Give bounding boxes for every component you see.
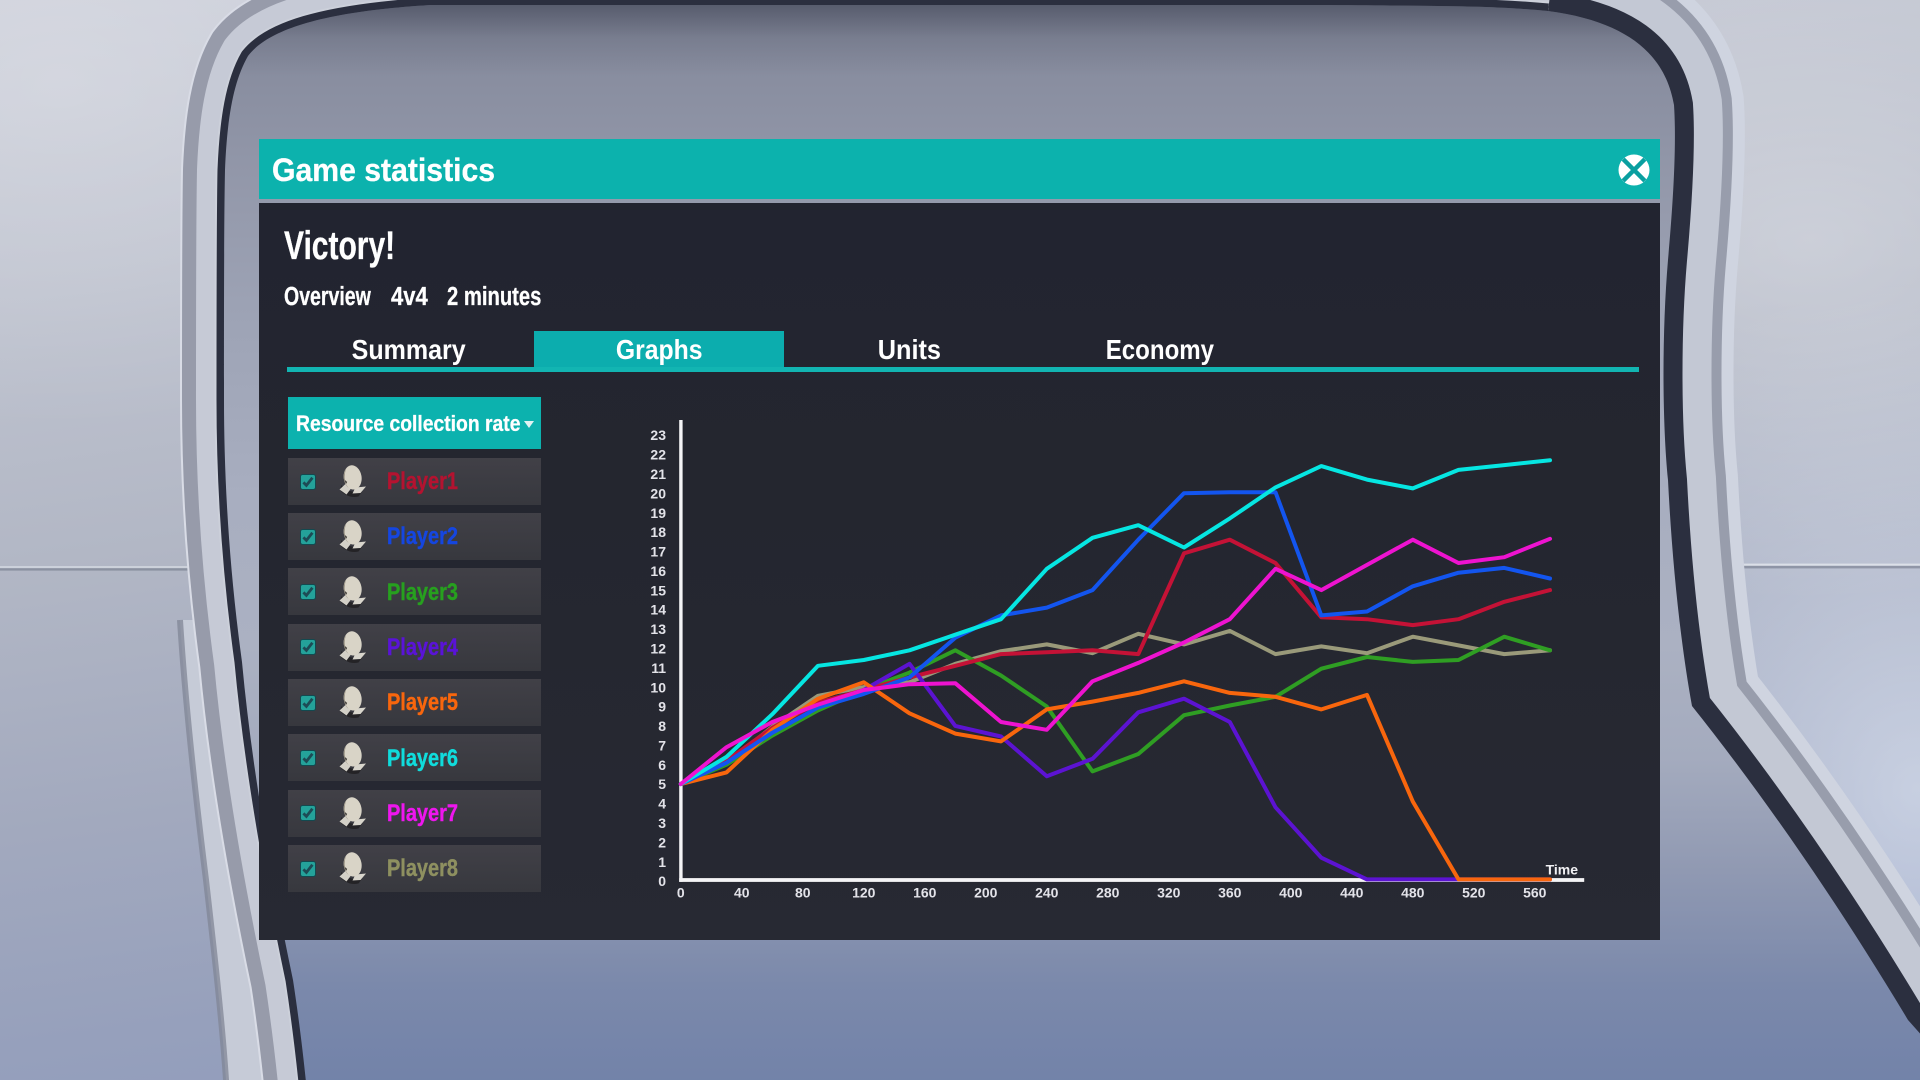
svg-text:17: 17 (650, 544, 666, 560)
svg-text:9: 9 (658, 699, 666, 715)
svg-text:15: 15 (650, 582, 666, 598)
svg-text:320: 320 (1157, 885, 1181, 901)
svg-text:21: 21 (650, 466, 666, 482)
svg-text:13: 13 (650, 621, 666, 637)
svg-text:2: 2 (658, 834, 666, 850)
svg-text:18: 18 (650, 524, 666, 540)
svg-text:0: 0 (677, 885, 685, 901)
svg-text:14: 14 (650, 602, 666, 618)
svg-text:8: 8 (658, 718, 666, 734)
svg-text:19: 19 (650, 505, 666, 521)
svg-text:11: 11 (651, 660, 666, 676)
svg-text:360: 360 (1218, 885, 1242, 901)
svg-text:160: 160 (913, 885, 937, 901)
svg-text:400: 400 (1279, 885, 1303, 901)
svg-text:40: 40 (734, 885, 750, 901)
svg-text:22: 22 (650, 447, 666, 463)
svg-text:280: 280 (1096, 885, 1120, 901)
svg-text:80: 80 (795, 885, 811, 901)
svg-text:240: 240 (1035, 885, 1059, 901)
svg-text:5: 5 (658, 776, 666, 792)
svg-text:6: 6 (658, 757, 666, 773)
svg-text:16: 16 (650, 563, 666, 579)
svg-text:440: 440 (1340, 885, 1364, 901)
svg-text:7: 7 (658, 738, 666, 754)
svg-text:4: 4 (658, 796, 666, 812)
svg-text:Time: Time (1546, 862, 1579, 878)
svg-text:480: 480 (1401, 885, 1425, 901)
svg-text:3: 3 (658, 815, 666, 831)
svg-text:12: 12 (650, 641, 666, 657)
svg-text:1: 1 (658, 854, 666, 870)
svg-text:10: 10 (650, 679, 666, 695)
svg-text:23: 23 (650, 427, 666, 443)
svg-text:0: 0 (658, 873, 666, 889)
svg-text:20: 20 (650, 485, 666, 501)
svg-text:520: 520 (1462, 885, 1486, 901)
svg-text:200: 200 (974, 885, 998, 901)
svg-text:560: 560 (1523, 885, 1547, 901)
svg-text:120: 120 (852, 885, 876, 901)
